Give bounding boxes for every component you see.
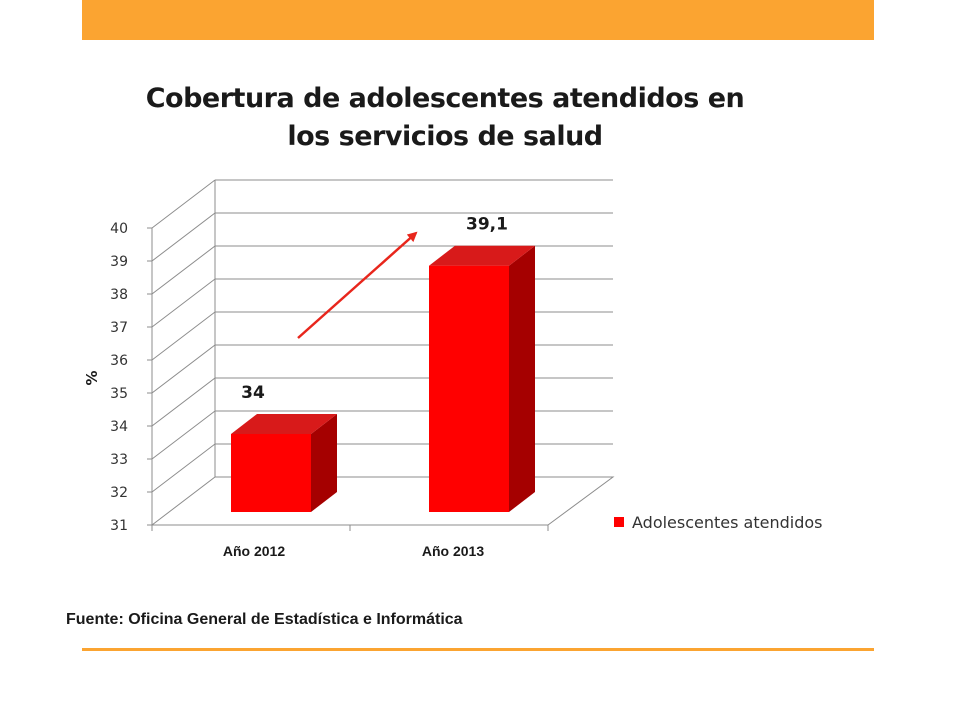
side-gridline (151, 212, 216, 262)
data-label: 39,1 (466, 215, 508, 235)
y-tick-label: 31 (110, 518, 128, 534)
y-tick-label: 38 (110, 287, 128, 303)
chart-axes (147, 227, 549, 531)
chart-labels: 31 32 33 34 35 36 37 38 39 40% Año 2012 Año 2013 34 3… (83, 215, 508, 559)
data-label: 34 (241, 383, 265, 403)
bar-top (429, 245, 535, 266)
side-gridline (151, 245, 216, 295)
y-tick-label: 33 (110, 452, 128, 468)
x-tick-label: Año 2012 (223, 543, 285, 559)
bar-top (231, 414, 337, 434)
y-tick-label: 39 (110, 254, 128, 270)
legend-swatch (614, 517, 624, 527)
bottom-accent-rule (82, 648, 874, 651)
chart-bars (231, 245, 535, 512)
source-note: Fuente: Oficina General de Estadística e… (66, 611, 463, 628)
x-tick-label: Año 2013 (422, 543, 484, 559)
side-gridline (151, 278, 216, 328)
side-gridline (151, 179, 216, 229)
trend-arrow (297, 231, 418, 339)
bar (429, 265, 509, 512)
y-tick-label: 35 (110, 386, 128, 402)
side-gridline (151, 410, 216, 460)
side-gridline (151, 344, 216, 394)
y-axis-title: % (83, 370, 101, 385)
chart-grid (151, 179, 615, 526)
side-gridline (151, 443, 216, 493)
y-tick-label: 37 (110, 320, 128, 336)
bar-side (311, 414, 337, 512)
top-accent-bar (82, 0, 874, 40)
chart-legend: Adolescentes atendidos (614, 513, 823, 532)
side-gridline (151, 311, 216, 361)
y-tick-label: 36 (110, 353, 128, 369)
y-tick-label: 40 (110, 221, 128, 237)
y-tick-label: 34 (110, 419, 128, 435)
chart-title: Cobertura de adolescentes atendidos en l… (145, 83, 745, 152)
floor-gridline (151, 476, 615, 526)
side-gridline (151, 377, 216, 427)
legend-label: Adolescentes atendidos (632, 513, 823, 532)
bar-side (509, 245, 535, 512)
y-tick-label: 32 (110, 485, 128, 501)
bar (231, 434, 311, 512)
